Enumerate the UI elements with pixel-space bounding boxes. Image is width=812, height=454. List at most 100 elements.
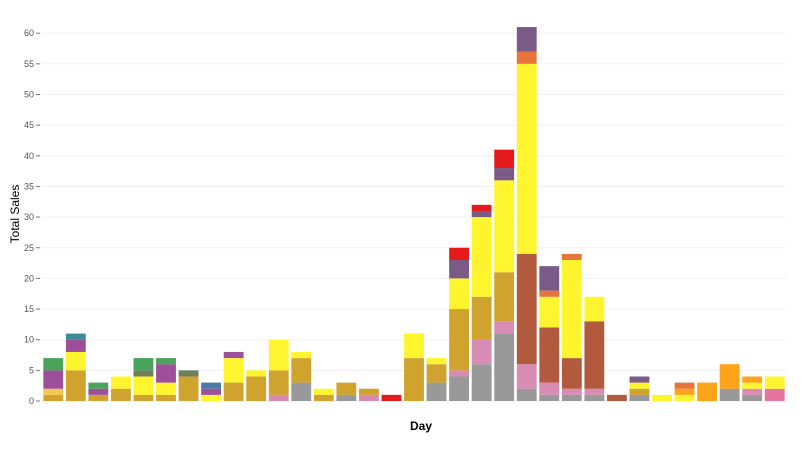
bar-31-segment-2	[719, 364, 740, 389]
y-tick-label: 25	[24, 243, 34, 253]
bar-2-segment-4	[65, 333, 86, 340]
bar-23-segment-4	[539, 296, 560, 328]
bar-30-segment-1	[697, 382, 718, 401]
bar-8	[201, 382, 222, 401]
bar-13-segment-2	[313, 388, 334, 395]
bar-6-segment-4	[156, 358, 176, 365]
y-tick-label: 50	[24, 90, 34, 100]
bar-12-segment-1	[291, 382, 312, 401]
bar-21-segment-6	[494, 149, 515, 169]
bar-5-segment-1	[133, 394, 154, 401]
bar-31-segment-1	[719, 388, 740, 401]
bar-21-segment-2	[494, 321, 515, 334]
bar-22	[516, 27, 537, 401]
bar-29-segment-2	[674, 388, 695, 395]
bar-5-segment-3	[133, 370, 154, 377]
bar-25-segment-4	[584, 296, 605, 322]
bar-19-segment-4	[449, 278, 470, 310]
bar-26-segment-1	[606, 394, 627, 401]
bar-3-segment-3	[88, 382, 109, 389]
y-axis-title: Total Sales	[8, 185, 22, 244]
bar-18-segment-2	[426, 364, 447, 383]
bar-13-segment-1	[313, 394, 334, 401]
bar-8-segment-1	[201, 394, 222, 401]
bar-24-segment-2	[561, 388, 582, 395]
bar-31	[719, 364, 740, 401]
bar-3-segment-2	[88, 388, 109, 395]
y-tick-label: 20	[24, 273, 34, 283]
bar-33-segment-2	[764, 376, 785, 389]
y-tick-label: 55	[24, 59, 34, 69]
bar-20-segment-3	[471, 296, 492, 340]
bar-24-segment-5	[561, 253, 582, 261]
bar-10-segment-1	[246, 376, 267, 401]
bar-5-segment-4	[133, 358, 154, 371]
bar-11-segment-1	[268, 394, 289, 401]
bar-19-segment-6	[449, 247, 470, 261]
bar-30	[697, 382, 718, 401]
bar-21-segment-5	[494, 168, 515, 181]
bar-5-segment-2	[133, 376, 154, 395]
bar-32-segment-3	[742, 382, 763, 389]
y-tick-label: 15	[24, 304, 34, 314]
bar-1-segment-3	[43, 370, 64, 389]
x-axis-title: Day	[410, 419, 432, 433]
bar-24-segment-4	[561, 260, 582, 359]
bar-3	[88, 382, 109, 401]
y-tick-label: 30	[24, 212, 34, 222]
bar-20-segment-5	[471, 210, 492, 218]
bar-5	[133, 358, 154, 401]
bar-29-segment-3	[674, 382, 695, 389]
bar-25-segment-3	[584, 321, 605, 389]
bar-1-segment-1	[43, 394, 64, 401]
bar-27	[629, 376, 650, 401]
bar-21-segment-1	[494, 333, 515, 401]
bar-21-segment-4	[494, 180, 515, 273]
bar-9-segment-2	[223, 358, 244, 383]
bar-9-segment-1	[223, 382, 244, 401]
bar-20-segment-2	[471, 339, 492, 365]
bar-25	[584, 296, 605, 401]
bar-6-segment-1	[156, 394, 176, 401]
bar-6-segment-3	[156, 364, 176, 383]
bar-12-segment-2	[291, 358, 312, 383]
bar-22-segment-2	[516, 364, 537, 389]
bar-2-segment-2	[65, 351, 86, 371]
y-axis-ticks: 0 5 10 15 20 25 30 35 40 45 50 55 60	[24, 28, 40, 406]
bar-18-segment-3	[426, 358, 447, 365]
y-tick-label: 35	[24, 181, 34, 191]
y-tick-label: 45	[24, 120, 34, 130]
bar-7-segment-1	[178, 376, 199, 401]
bar-2-segment-1	[65, 370, 86, 401]
bar-27-segment-4	[629, 376, 650, 383]
bar-15-segment-1	[358, 394, 379, 401]
bar-1-segment-2	[43, 388, 64, 395]
grid-lines	[42, 32, 786, 402]
bar-23-segment-2	[539, 382, 560, 395]
bar-20-segment-4	[471, 217, 492, 297]
bar-23-segment-5	[539, 290, 560, 297]
bar-6	[156, 358, 176, 401]
bar-6-segment-2	[156, 382, 176, 395]
bar-23-segment-1	[539, 394, 560, 401]
bar-32-segment-4	[742, 376, 763, 383]
bar-27-segment-3	[629, 382, 650, 389]
bar-18	[426, 358, 447, 401]
bar-27-segment-2	[629, 388, 650, 395]
bar-10	[246, 370, 267, 401]
bar-8-segment-3	[201, 382, 222, 389]
bar-20-segment-6	[471, 204, 492, 211]
bar-32-segment-2	[742, 388, 763, 395]
bars	[43, 27, 785, 401]
bar-23-segment-3	[539, 327, 560, 383]
y-tick-label: 60	[24, 28, 34, 38]
bar-28-segment-1	[652, 394, 672, 401]
bar-24-segment-1	[561, 394, 582, 401]
bar-21-segment-3	[494, 272, 515, 322]
bar-32	[742, 376, 763, 401]
bar-29	[674, 382, 695, 401]
bar-11-segment-3	[268, 339, 289, 371]
bar-20	[471, 204, 492, 401]
bar-12	[291, 351, 312, 401]
